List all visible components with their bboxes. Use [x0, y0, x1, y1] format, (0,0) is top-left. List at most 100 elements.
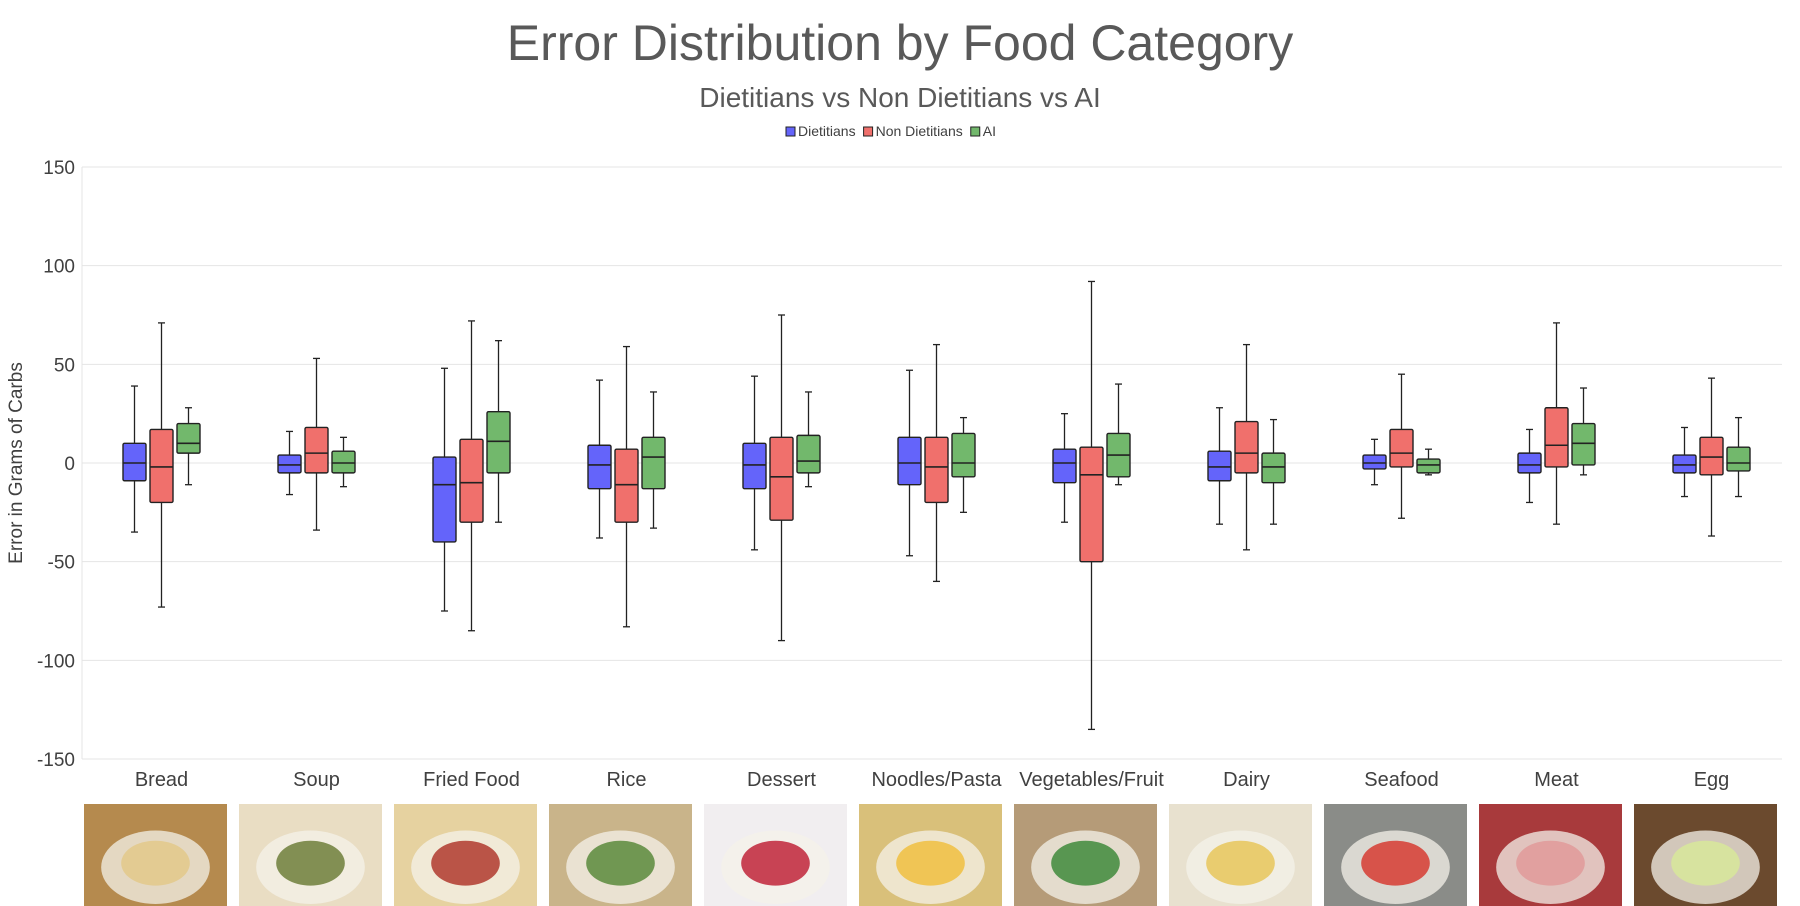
category-label-soup: Soup [293, 769, 340, 791]
box-dietitians-seafood [1362, 438, 1387, 486]
food-shape [121, 840, 190, 886]
food-shape [1206, 840, 1275, 886]
iqr-box [1571, 422, 1596, 466]
chart-title: Error Distribution by Food Category [507, 15, 1293, 71]
fried-rice-photo [549, 804, 692, 906]
garlic-bread-photo [84, 804, 227, 906]
salad-photo [1014, 804, 1157, 906]
category-label-meat: Meat [1534, 769, 1579, 791]
box-non-dietitians-dessert [769, 314, 794, 642]
box-ai-meat [1571, 387, 1596, 476]
cream-soup-photo [239, 804, 382, 906]
food-shape [1516, 840, 1585, 886]
category-label-seafood: Seafood [1364, 769, 1439, 791]
box-non-dietitians-noodles-pasta [924, 343, 949, 583]
iqr-box [1416, 458, 1441, 474]
legend-swatch [785, 126, 796, 137]
category-label-rice: Rice [606, 769, 646, 791]
box-non-dietitians-egg [1699, 377, 1724, 537]
iqr-box [897, 436, 922, 486]
y-tick-label: -50 [48, 553, 75, 574]
deviled-egg-photo [1634, 804, 1777, 906]
box-ai-dessert [796, 391, 821, 488]
iqr-box [1389, 428, 1414, 468]
y-tick-label: -100 [37, 651, 75, 672]
box-non-dietitians-seafood [1389, 373, 1414, 519]
legend-swatch [970, 126, 981, 137]
food-shape [276, 840, 345, 886]
legend-label: AI [983, 123, 996, 139]
category-label-vegetables-fruit: Vegetables/Fruit [1019, 769, 1164, 791]
food-shape [741, 840, 810, 886]
box-ai-noodles-pasta [951, 416, 976, 513]
box-dietitians-meat [1517, 428, 1542, 504]
iqr-box [1517, 452, 1542, 474]
iqr-box [951, 432, 976, 478]
food-shape [586, 840, 655, 886]
iqr-box [1261, 452, 1286, 484]
legend-item-non-dietitians: Non Dietitians [863, 123, 963, 139]
box-dietitians-bread [122, 385, 147, 533]
legend-label: Dietitians [798, 123, 856, 139]
category-label-fried-food: Fried Food [423, 769, 520, 791]
box-non-dietitians-vegetables-fruit [1079, 280, 1104, 731]
iqr-box [796, 434, 821, 474]
box-ai-egg [1726, 416, 1751, 498]
y-tick-label: 0 [64, 454, 75, 475]
box-series [122, 280, 1751, 731]
cheese-plate-photo [1169, 804, 1312, 906]
category-label-noodles-pasta: Noodles/Pasta [871, 769, 1002, 791]
legend-swatch [863, 126, 874, 137]
iqr-box [432, 456, 457, 543]
iqr-box [304, 426, 329, 474]
macaroni-photo [859, 804, 1002, 906]
box-ai-rice [641, 391, 666, 529]
y-axis-ticks: 150 100 50 0 -50 -100 -150 [37, 158, 75, 771]
box-dietitians-vegetables-fruit [1052, 413, 1077, 523]
y-tick-label: 100 [43, 257, 75, 278]
iqr-box [1362, 454, 1387, 470]
category-images [84, 804, 1777, 906]
category-label-dessert: Dessert [747, 769, 816, 791]
box-ai-bread [176, 407, 201, 486]
iqr-box [1052, 448, 1077, 484]
food-shape [896, 840, 965, 886]
iqr-box [277, 454, 302, 474]
legend: Dietitians Non Dietitians AI [785, 123, 996, 139]
y-tick-label: -150 [37, 750, 75, 771]
box-non-dietitians-bread [149, 322, 174, 608]
iqr-box [122, 442, 147, 482]
box-ai-seafood [1416, 448, 1441, 476]
box-dietitians-dairy [1207, 407, 1232, 525]
iqr-box [1207, 450, 1232, 482]
food-shape [1671, 840, 1740, 886]
category-labels: Bread Soup Fried Food Rice Dessert Noodles/Pa… [135, 769, 1729, 791]
legend-item-ai: AI [970, 123, 996, 139]
category-label-egg: Egg [1694, 769, 1730, 791]
chart-subtitle: Dietitians vs Non Dietitians vs AI [699, 82, 1101, 113]
box-dietitians-soup [277, 430, 302, 496]
box-non-dietitians-dairy [1234, 343, 1259, 551]
frozen-yogurt-photo [704, 804, 847, 906]
box-non-dietitians-fried-food [459, 320, 484, 632]
iqr-box [587, 444, 612, 490]
iqr-box [1672, 454, 1697, 474]
y-tick-label: 150 [43, 158, 75, 179]
iqr-box [459, 438, 484, 523]
box-ai-vegetables-fruit [1106, 383, 1131, 486]
iqr-box [614, 448, 639, 523]
iqr-box [1234, 420, 1259, 474]
iqr-box [742, 442, 767, 490]
box-ai-fried-food [486, 340, 511, 523]
iqr-box [1726, 446, 1751, 472]
iqr-box [149, 428, 174, 504]
french-fries-photo [394, 804, 537, 906]
oysters-photo [1324, 804, 1467, 906]
box-ai-dairy [1261, 418, 1286, 525]
box-dietitians-fried-food [432, 367, 457, 612]
box-dietitians-dessert [742, 375, 767, 551]
box-non-dietitians-soup [304, 357, 329, 531]
food-shape [1361, 840, 1430, 886]
iqr-box [331, 450, 356, 474]
